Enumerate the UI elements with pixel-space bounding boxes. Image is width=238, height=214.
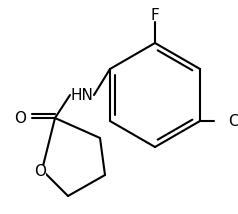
Text: O: O [14,110,26,125]
Text: O: O [34,165,46,180]
Text: Cl: Cl [228,113,238,128]
Text: HN: HN [70,88,94,103]
Text: F: F [151,7,159,22]
